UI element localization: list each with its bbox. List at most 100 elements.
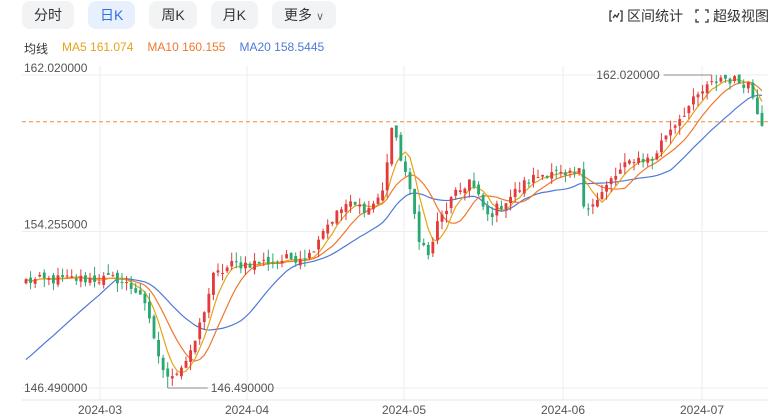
candle-body: [760, 112, 764, 126]
candle-body: [431, 241, 435, 254]
candle-body: [742, 84, 746, 88]
candle-body: [335, 210, 339, 224]
candle-body: [417, 211, 421, 243]
candle-body: [440, 214, 444, 222]
candle-body: [116, 272, 119, 284]
candle-body: [545, 175, 549, 178]
candle-body: [696, 94, 700, 98]
candle-body: [129, 283, 133, 289]
candle-body: [449, 197, 453, 209]
candle-body: [120, 281, 124, 283]
candle-body: [737, 74, 741, 84]
candle-body: [134, 288, 138, 293]
candle-body: [582, 169, 586, 207]
candle-body: [79, 275, 83, 282]
candle-body: [381, 190, 384, 201]
candle-body: [143, 293, 147, 304]
candle-body: [61, 275, 64, 278]
candle-body: [472, 180, 476, 188]
ma5-line: [25, 79, 763, 374]
candle-body: [422, 242, 426, 246]
super-view-button[interactable]: 超级视图: [695, 6, 769, 26]
candle-body: [605, 184, 608, 192]
candle-body: [29, 277, 32, 283]
candle-body: [239, 262, 243, 269]
candle-body: [47, 278, 51, 280]
ma-legend: 均线 MA5 161.074 MA10 160.155 MA20 158.544…: [24, 40, 324, 57]
candle-body: [88, 278, 92, 283]
candle-body: [289, 253, 293, 260]
tab-intraday[interactable]: 分时: [22, 1, 74, 29]
candle-body: [522, 180, 526, 194]
candle-body: [276, 261, 279, 263]
candle-body: [577, 168, 581, 173]
tab-more[interactable]: 更多 ∨: [272, 1, 337, 29]
range-stats-button[interactable]: 区间统计: [609, 6, 683, 26]
candle-body: [362, 203, 366, 213]
candle-body: [372, 203, 375, 210]
candle-body: [271, 262, 275, 264]
candle-body: [74, 278, 78, 281]
period-tabs: 分时 日K 周K 月K 更多 ∨: [22, 1, 337, 29]
candle-body: [84, 275, 87, 283]
candle-body: [166, 368, 170, 377]
candle-body: [504, 203, 508, 210]
candle-body: [710, 81, 714, 83]
candle-body: [353, 201, 357, 205]
candle-body: [65, 275, 69, 277]
candle-body: [705, 84, 709, 94]
candle-body: [408, 172, 412, 190]
candle-body: [102, 275, 106, 285]
candle-body: [751, 82, 755, 98]
candle-body: [664, 135, 668, 140]
high-annotation-label: 162.020000: [596, 68, 660, 82]
candle-body: [180, 367, 183, 377]
candle-body: [344, 203, 348, 212]
candle-body: [390, 127, 394, 165]
tab-weekly-k[interactable]: 周K: [149, 1, 197, 29]
candle-body: [321, 231, 325, 239]
candle-body: [596, 200, 599, 207]
candle-body: [413, 188, 416, 214]
candle-body: [532, 174, 535, 183]
candle-body: [637, 157, 640, 164]
candle-body: [106, 273, 110, 275]
candle-body: [600, 192, 604, 200]
candle-body: [148, 301, 151, 319]
candle-body: [527, 182, 531, 184]
candle-body: [52, 275, 55, 284]
candle-body: [230, 261, 234, 267]
candle-body: [253, 260, 256, 270]
legend-ma10: MA10 160.155: [147, 40, 226, 54]
candle-body: [541, 174, 544, 177]
low-annotation-label: 146.490000: [211, 381, 275, 395]
candle-body: [692, 96, 695, 105]
tab-daily-k[interactable]: 日K: [88, 1, 136, 29]
candle-body: [436, 221, 439, 240]
candle-body: [586, 208, 590, 210]
candle-body: [294, 256, 298, 263]
candle-body: [701, 91, 704, 94]
candle-body: [326, 224, 330, 234]
candle-body: [42, 272, 46, 279]
candle-body: [573, 172, 576, 174]
candle-body: [262, 259, 266, 261]
candle-body: [660, 140, 663, 153]
candle-body: [628, 160, 631, 164]
candle-body: [554, 169, 558, 171]
y-tick-label: 146.490000: [24, 381, 88, 395]
candle-body: [746, 82, 750, 89]
candle-body: [655, 153, 659, 160]
candle-body: [303, 258, 307, 260]
legend-ma20: MA20 158.5445: [239, 40, 325, 54]
candle-body: [399, 134, 403, 161]
tab-monthly-k[interactable]: 月K: [210, 1, 259, 29]
candle-body: [394, 125, 398, 138]
candle-body: [358, 204, 362, 207]
candle-body: [152, 316, 156, 339]
x-tick-label: 2024-04: [225, 403, 269, 417]
candle-body: [138, 290, 142, 295]
legend-ma5: MA5 161.074: [62, 40, 134, 54]
candle-body: [244, 262, 247, 269]
